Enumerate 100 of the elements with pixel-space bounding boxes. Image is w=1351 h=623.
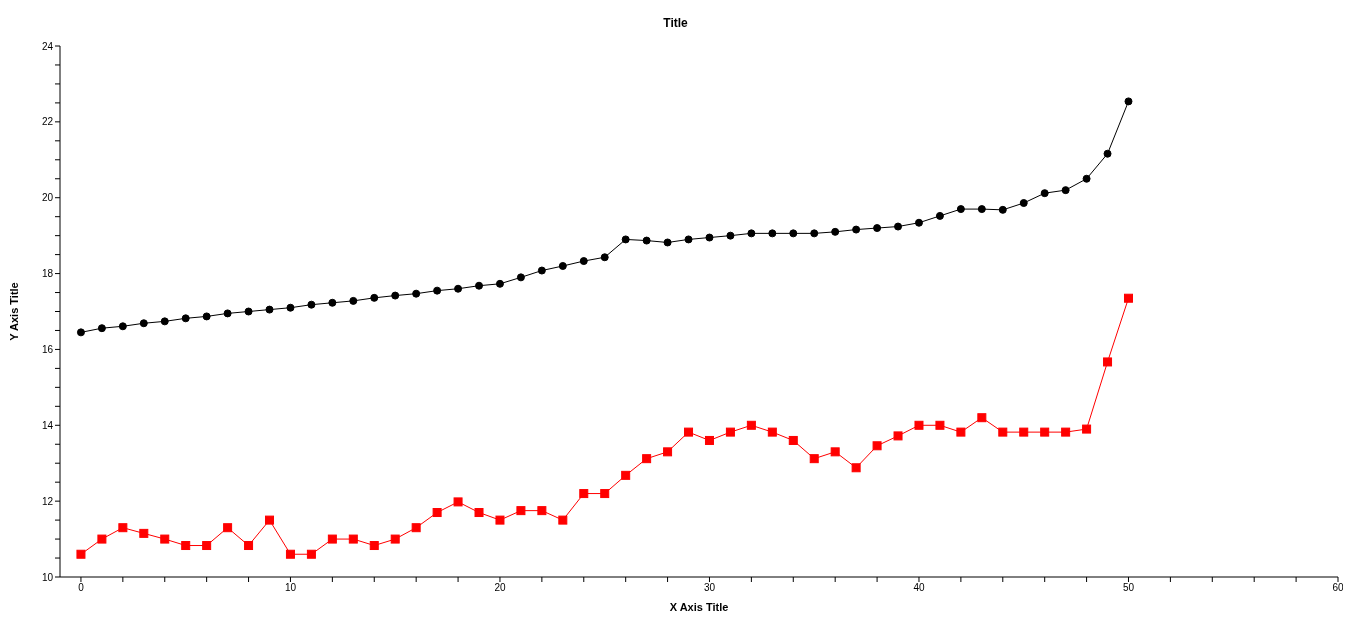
point: [118, 322, 127, 331]
y-tick-label: 24: [41, 40, 54, 52]
point: [767, 427, 777, 437]
x-tick-label: 0: [78, 582, 85, 594]
point: [411, 523, 421, 533]
point: [600, 253, 609, 262]
point: [370, 293, 379, 302]
point: [893, 431, 903, 441]
point: [97, 534, 107, 544]
x-tick-label: 60: [1332, 582, 1344, 594]
point: [579, 489, 589, 499]
point: [851, 463, 861, 473]
point: [433, 286, 442, 295]
point: [621, 235, 630, 244]
y-tick-label: 16: [41, 343, 54, 355]
point: [495, 515, 505, 525]
point: [746, 420, 756, 430]
point: [223, 523, 233, 533]
point: [1103, 149, 1112, 158]
point: [663, 238, 672, 247]
point: [454, 284, 463, 293]
point: [830, 447, 840, 457]
point: [1123, 293, 1133, 303]
y-axis-title: Y Axis Title: [7, 282, 20, 341]
point: [265, 515, 275, 525]
point: [265, 305, 274, 314]
y-tick-label: 14: [41, 419, 54, 431]
point: [684, 235, 693, 244]
point: [663, 447, 673, 457]
point: [747, 229, 756, 238]
point: [139, 319, 148, 328]
point: [223, 309, 232, 318]
point: [285, 549, 295, 559]
point: [160, 317, 169, 326]
point: [1019, 427, 1029, 437]
point: [956, 427, 966, 437]
point: [348, 534, 358, 544]
point: [76, 549, 86, 559]
point: [1061, 186, 1070, 195]
point: [789, 229, 798, 238]
point: [390, 534, 400, 544]
point: [705, 233, 714, 242]
point: [202, 312, 211, 321]
point: [391, 291, 400, 300]
point: [768, 229, 777, 238]
point: [1124, 97, 1133, 106]
point: [852, 225, 861, 234]
point: [956, 205, 965, 214]
point: [432, 508, 442, 518]
x-tick-label: 20: [494, 582, 506, 594]
point: [286, 303, 295, 312]
point: [307, 300, 316, 309]
x-tick-label: 30: [703, 582, 716, 594]
point: [118, 523, 128, 533]
point: [977, 205, 986, 214]
point: [181, 314, 190, 323]
point: [181, 541, 191, 551]
point: [1040, 189, 1049, 198]
point: [475, 281, 484, 290]
point: [474, 508, 484, 518]
point: [998, 427, 1008, 437]
point: [684, 427, 694, 437]
x-tick-label: 50: [1122, 582, 1135, 594]
point: [726, 231, 735, 240]
point: [1082, 174, 1091, 183]
point: [495, 279, 504, 288]
point: [349, 296, 358, 305]
point: [306, 549, 316, 559]
y-tick-label: 18: [41, 268, 54, 280]
x-axis-title: X Axis Title: [669, 601, 729, 613]
point: [977, 413, 987, 423]
point: [1040, 427, 1050, 437]
y-tick-label: 20: [41, 192, 54, 204]
point: [202, 541, 212, 551]
point: [1061, 427, 1071, 437]
point: [537, 506, 547, 516]
point: [810, 229, 819, 238]
point: [97, 324, 106, 333]
point: [1019, 199, 1028, 208]
point: [621, 470, 631, 480]
point: [516, 506, 526, 516]
point: [642, 236, 651, 245]
point: [537, 266, 546, 275]
point: [642, 454, 652, 464]
point: [369, 541, 379, 551]
x-tick-label: 40: [913, 582, 925, 594]
point: [600, 489, 610, 499]
point: [914, 420, 924, 430]
point: [704, 435, 714, 445]
point: [453, 497, 463, 507]
point: [76, 328, 85, 337]
point: [412, 289, 421, 298]
point: [558, 261, 567, 270]
chart-title: Title: [662, 15, 689, 32]
point: [1082, 424, 1092, 434]
point: [873, 224, 882, 233]
y-tick-label: 12: [41, 495, 54, 507]
point: [244, 307, 253, 316]
point: [1103, 357, 1113, 367]
point: [160, 534, 170, 544]
